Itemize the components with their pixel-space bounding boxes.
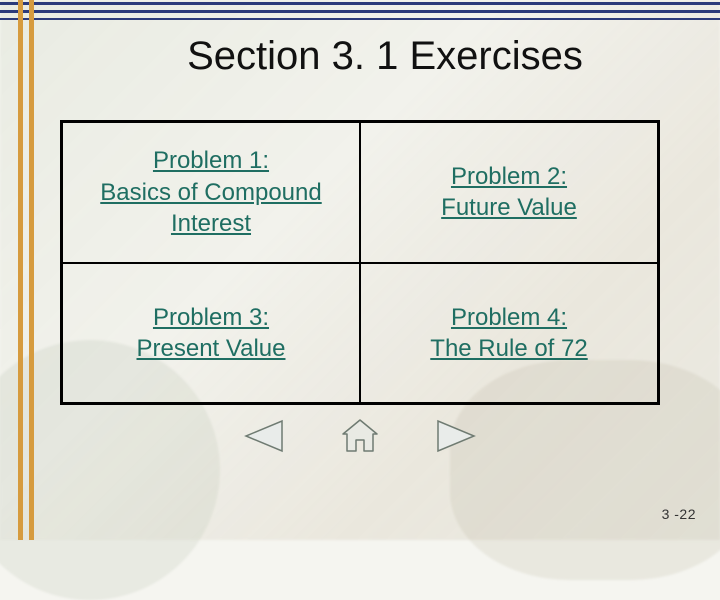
home-icon bbox=[340, 418, 380, 454]
home-button[interactable] bbox=[336, 416, 384, 456]
top-rule-group bbox=[0, 0, 720, 22]
nav-controls bbox=[0, 416, 720, 456]
link-problem-2[interactable]: Problem 2: Future Value bbox=[441, 161, 577, 223]
prev-button[interactable] bbox=[240, 416, 288, 456]
cell-problem-2: Problem 2: Future Value bbox=[360, 122, 658, 263]
left-rule-group bbox=[18, 0, 40, 540]
cell-problem-4: Problem 4: The Rule of 72 bbox=[360, 263, 658, 404]
triangle-right-icon bbox=[434, 419, 478, 453]
triangle-left-icon bbox=[242, 419, 286, 453]
next-button[interactable] bbox=[432, 416, 480, 456]
slide-number: 3 -22 bbox=[662, 506, 696, 522]
exercise-table: Problem 1: Basics of Compound Interest P… bbox=[60, 120, 660, 405]
link-problem-1[interactable]: Problem 1: Basics of Compound Interest bbox=[100, 145, 321, 239]
page-title: Section 3. 1 Exercises bbox=[90, 34, 680, 79]
link-problem-3[interactable]: Problem 3: Present Value bbox=[137, 302, 286, 364]
link-problem-4[interactable]: Problem 4: The Rule of 72 bbox=[430, 302, 587, 364]
cell-problem-3: Problem 3: Present Value bbox=[62, 263, 360, 404]
cell-problem-1: Problem 1: Basics of Compound Interest bbox=[62, 122, 360, 263]
